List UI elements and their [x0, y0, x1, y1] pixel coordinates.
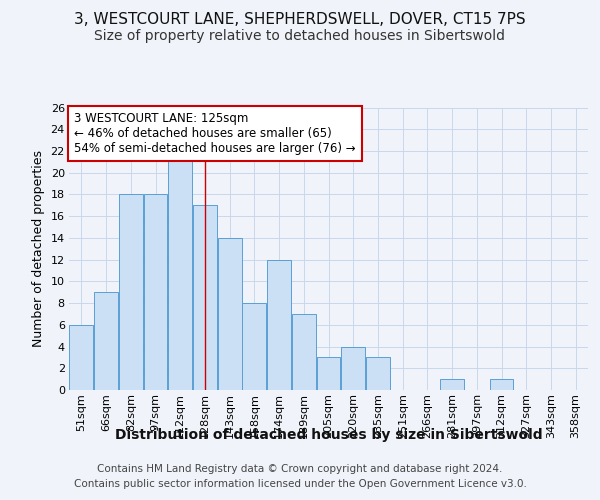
Text: 3 WESTCOURT LANE: 125sqm
← 46% of detached houses are smaller (65)
54% of semi-d: 3 WESTCOURT LANE: 125sqm ← 46% of detach…	[74, 112, 356, 154]
Bar	[242, 303, 266, 390]
Bar	[317, 358, 340, 390]
Bar	[94, 292, 118, 390]
Bar	[168, 151, 192, 390]
Text: Contains HM Land Registry data © Crown copyright and database right 2024.: Contains HM Land Registry data © Crown c…	[97, 464, 503, 474]
Bar	[341, 346, 365, 390]
Bar	[119, 194, 143, 390]
Bar	[193, 206, 217, 390]
Bar	[490, 379, 514, 390]
Text: Contains public sector information licensed under the Open Government Licence v3: Contains public sector information licen…	[74, 479, 526, 489]
Bar	[292, 314, 316, 390]
Text: Size of property relative to detached houses in Sibertswold: Size of property relative to detached ho…	[95, 29, 505, 43]
Bar	[267, 260, 291, 390]
Bar	[366, 358, 390, 390]
Text: 3, WESTCOURT LANE, SHEPHERDSWELL, DOVER, CT15 7PS: 3, WESTCOURT LANE, SHEPHERDSWELL, DOVER,…	[74, 12, 526, 28]
Bar	[440, 379, 464, 390]
Bar	[70, 325, 94, 390]
Bar	[218, 238, 242, 390]
Text: Distribution of detached houses by size in Sibertswold: Distribution of detached houses by size …	[115, 428, 542, 442]
Bar	[143, 194, 167, 390]
Y-axis label: Number of detached properties: Number of detached properties	[32, 150, 45, 348]
